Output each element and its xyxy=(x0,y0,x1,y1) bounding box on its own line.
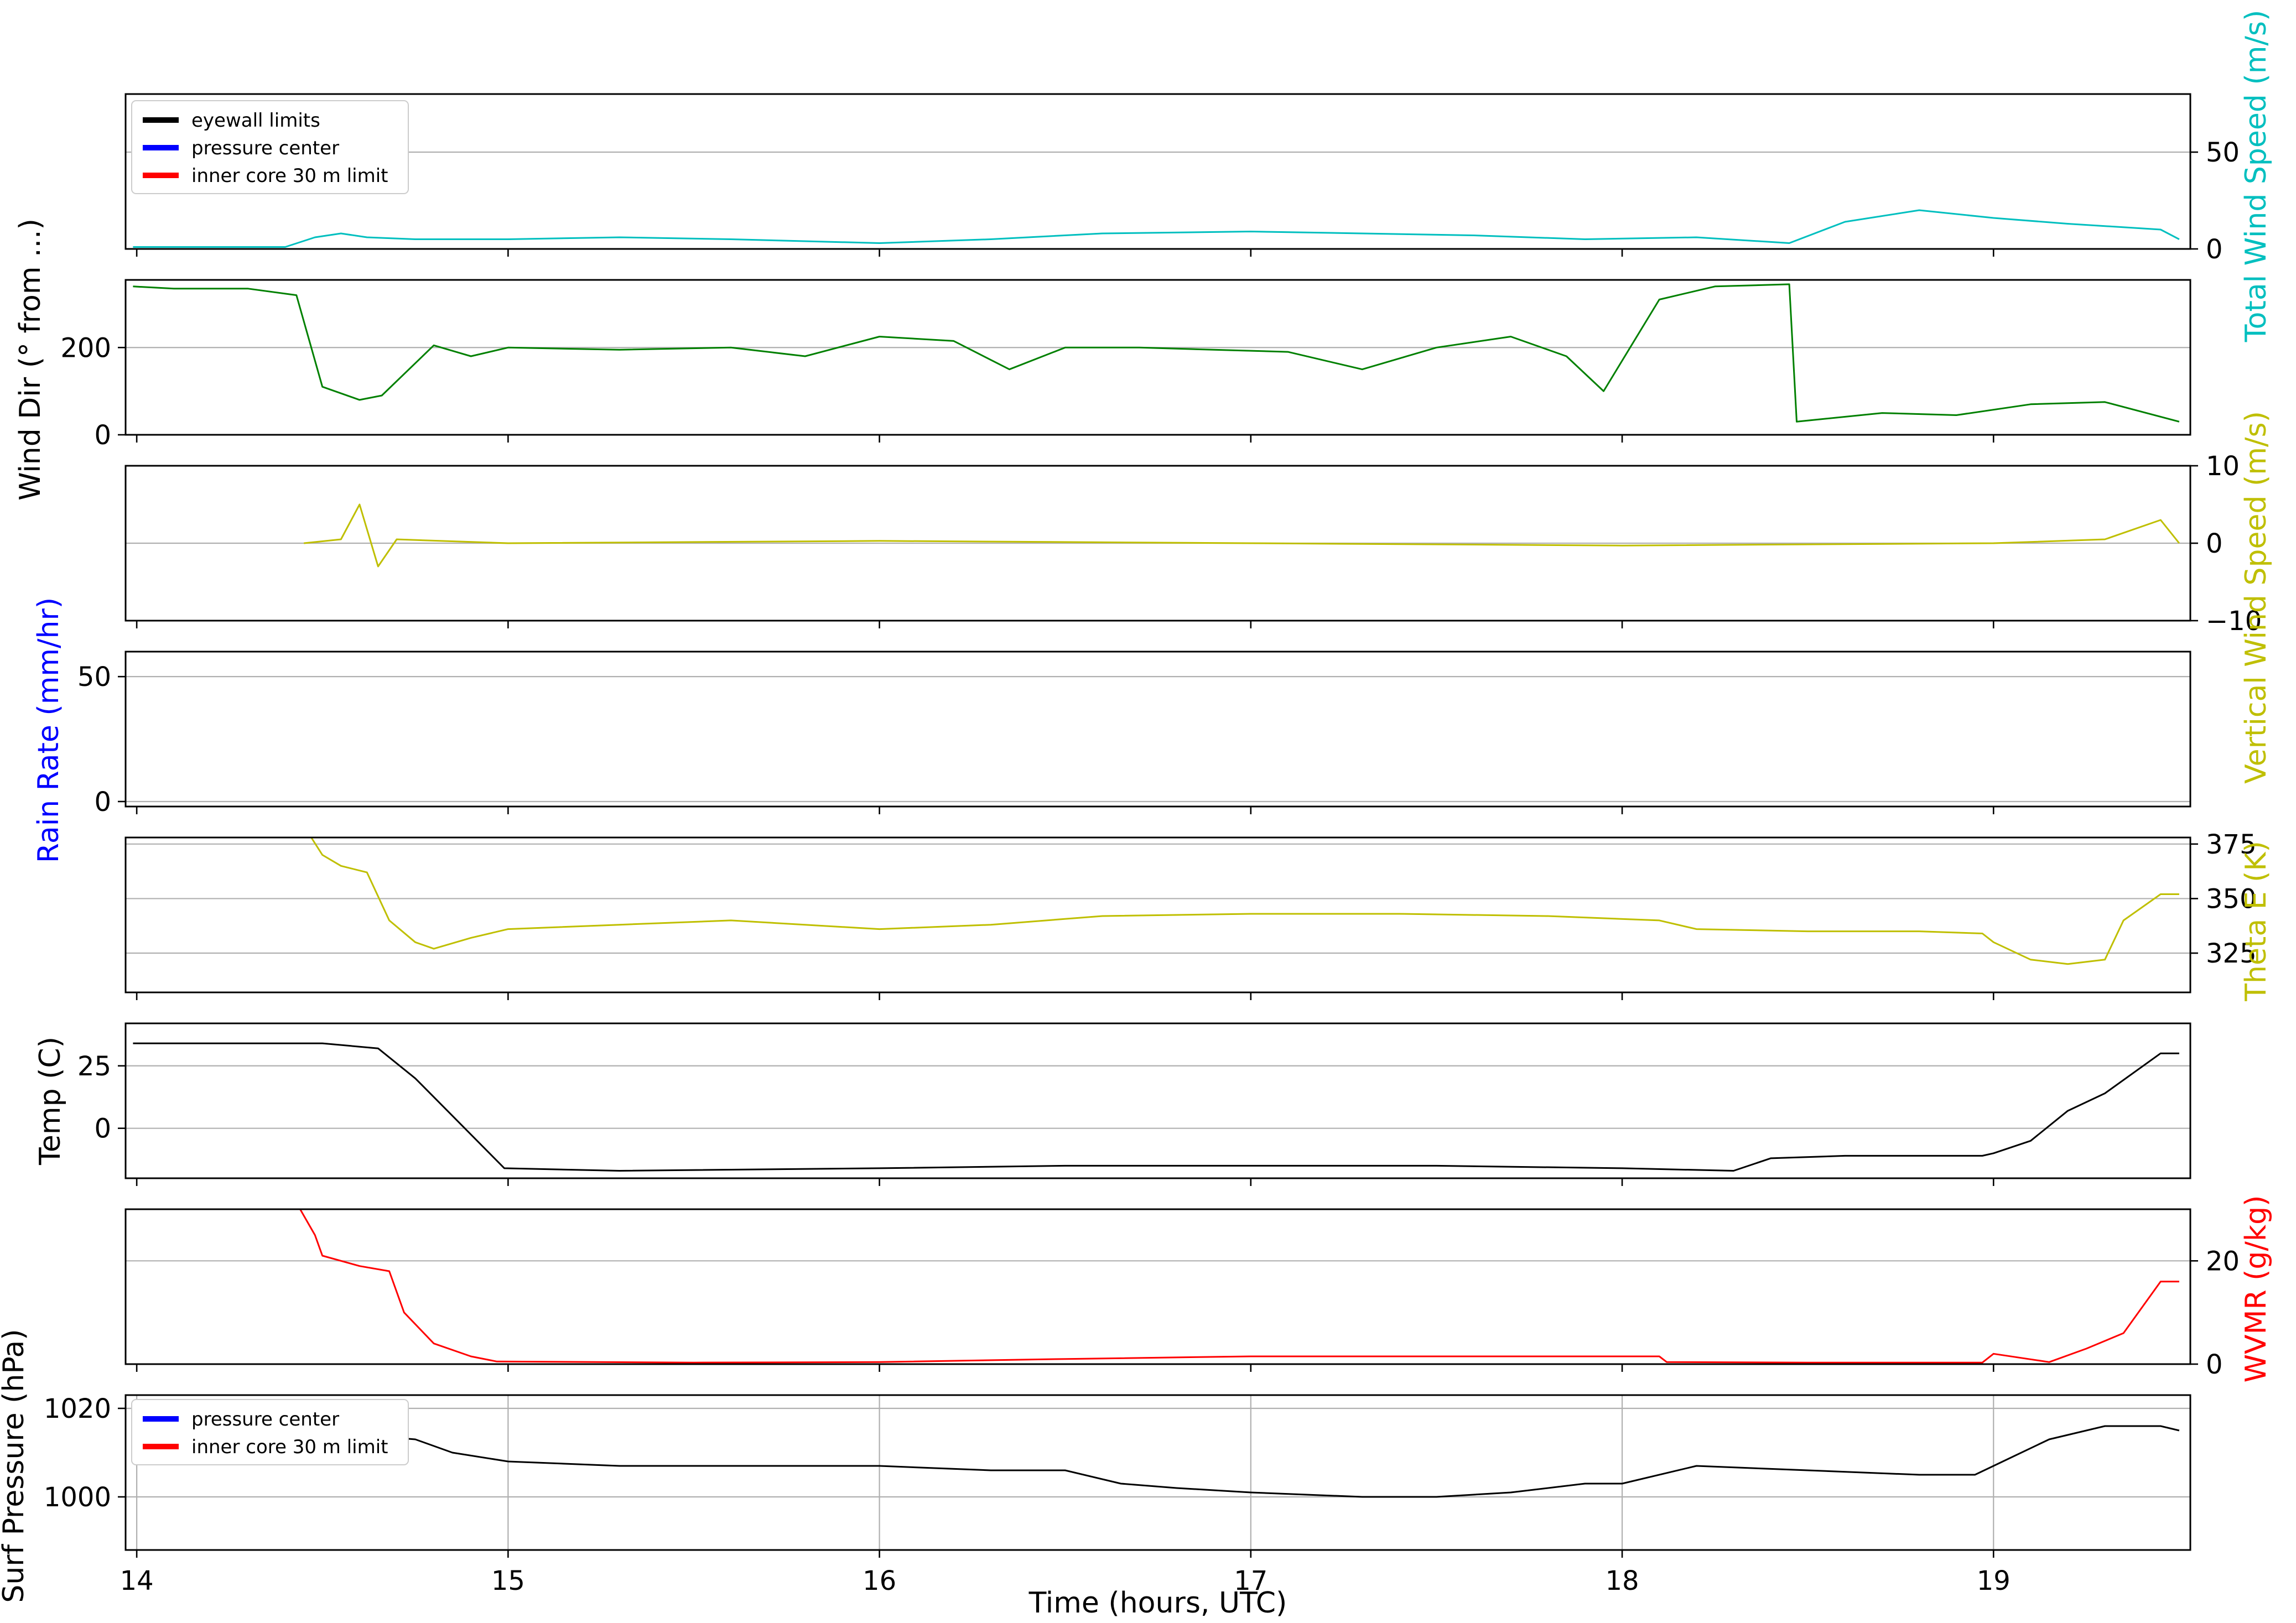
legend-frame xyxy=(131,1399,409,1465)
y-tick-label: 20 xyxy=(2206,1246,2240,1277)
panels-group: 0500200−10010050325350375025020100010201… xyxy=(44,93,2262,1596)
legend-label: pressure center xyxy=(191,137,339,159)
panel-surf_pressure: 1000 1020 14 15 16 17 18 19 xyxy=(44,1393,2191,1596)
series-line-wvmr xyxy=(299,1209,2179,1364)
y-label-vertical_wind_speed: Vertical Wind Speed (m/s) xyxy=(2240,411,2273,784)
y-label-part: Surf Pressure (hPa) xyxy=(0,1329,30,1603)
y-tick-label: 1000 xyxy=(44,1482,111,1513)
axes-frame xyxy=(124,1022,2191,1179)
axes-frame xyxy=(124,93,2191,250)
series-line-vertical_wind_speed xyxy=(304,503,2180,568)
panel-theta_e: 325 350 375 xyxy=(124,829,2257,1000)
y-tick-label: 375 xyxy=(2206,829,2257,860)
x-tick-label: 19 xyxy=(1977,1565,2011,1596)
y-tick-label: 350 xyxy=(2206,883,2257,914)
y-tick-label: 200 xyxy=(60,332,111,363)
panel-wind_dir: 0 200 xyxy=(60,279,2191,451)
panel-rain_rate: 0 50 xyxy=(77,651,2191,818)
y-tick-label: 1020 xyxy=(44,1393,111,1424)
axes-frame xyxy=(124,1208,2191,1365)
y-tick-label: 25 xyxy=(77,1051,111,1082)
y-label-part: Total xyxy=(2240,266,2273,342)
y-label-surf_pressure: Surf Pressure (hPa) xyxy=(0,1329,30,1603)
y-tick-label: 0 xyxy=(2206,234,2223,265)
x-axis-label: Time (hours, UTC) xyxy=(1028,1586,1287,1620)
series-line-total_wind_speed xyxy=(133,209,2180,248)
y-tick-label: 50 xyxy=(77,662,111,693)
legend-bottom: pressure center inner core 30 m limit xyxy=(131,1399,409,1465)
legend-top: eyewall limits pressure center inner core … xyxy=(131,100,409,194)
y-tick-label: 0 xyxy=(2206,1349,2223,1380)
axes-frame xyxy=(124,836,2191,993)
y-label-part: Speed (m/s) xyxy=(2240,10,2273,184)
y-label-part: Vertical Wind Speed (m/s) xyxy=(2240,411,2273,784)
y-tick-label: 10 xyxy=(2206,451,2240,482)
y-label-temp: Temp (C) xyxy=(34,1037,67,1166)
panel-vertical_wind_speed: −10 0 10 xyxy=(124,451,2262,637)
y-label-wvmr: WVMR (g/kg) xyxy=(2240,1195,2273,1383)
y-tick-label: −10 xyxy=(2206,606,2262,637)
series-line-surf_pressure xyxy=(322,1425,2180,1498)
series-line-theta_e xyxy=(310,837,2179,965)
x-tick-label: 14 xyxy=(120,1565,154,1596)
axes-frame xyxy=(124,279,2191,436)
y-axis-labels: Total Wind Speed (m/s) Wind Dir (° from .… xyxy=(0,10,2273,1603)
y-tick-label: 325 xyxy=(2206,938,2257,969)
y-tick-label: 0 xyxy=(94,420,111,451)
y-label-part: Theta E (K) xyxy=(2240,841,2273,1002)
y-label-theta_e: Theta E (K) xyxy=(2240,841,2273,1002)
panel-temp: 0 25 xyxy=(77,1022,2191,1186)
y-label-part: Wind xyxy=(2240,184,2273,266)
y-tick-label: 50 xyxy=(2206,137,2240,168)
y-label-part: Wind Dir (° from ...) xyxy=(14,219,47,501)
y-label-total_wind_speed: Total Wind Speed (m/s) xyxy=(2240,10,2273,343)
y-label-part: WVMR (g/kg) xyxy=(2240,1195,2273,1383)
legend-label: inner core 30 m limit xyxy=(191,165,388,187)
x-tick-label: 17 xyxy=(1234,1565,1268,1596)
y-tick-label: 0 xyxy=(94,1114,111,1145)
y-tick-label: 0 xyxy=(2206,528,2223,559)
y-label-part: Temp (C) xyxy=(34,1037,67,1166)
y-label-part: Rain Rate (mm/hr) xyxy=(32,597,65,863)
legend-label: inner core 30 m limit xyxy=(191,1436,388,1458)
axes-frame xyxy=(124,1394,2191,1551)
y-label-wind_dir: Wind Dir (° from ...) xyxy=(14,219,47,501)
y-tick-label: 0 xyxy=(94,787,111,818)
panel-total_wind_speed: 0 50 xyxy=(124,93,2240,265)
x-tick-label: 15 xyxy=(491,1565,525,1596)
legend-frame xyxy=(131,100,409,194)
series-line-wind_dir xyxy=(133,283,2180,423)
y-label-rain_rate: Rain Rate (mm/hr) xyxy=(32,597,65,863)
x-tick-label: 18 xyxy=(1605,1565,1639,1596)
axes-frame xyxy=(124,651,2191,808)
x-tick-label: 16 xyxy=(863,1565,896,1596)
legend-label: pressure center xyxy=(191,1408,339,1430)
panel-wvmr: 0 20 xyxy=(124,1208,2240,1380)
series-line-temp xyxy=(133,1042,2179,1172)
legend-label: eyewall limits xyxy=(191,110,320,132)
